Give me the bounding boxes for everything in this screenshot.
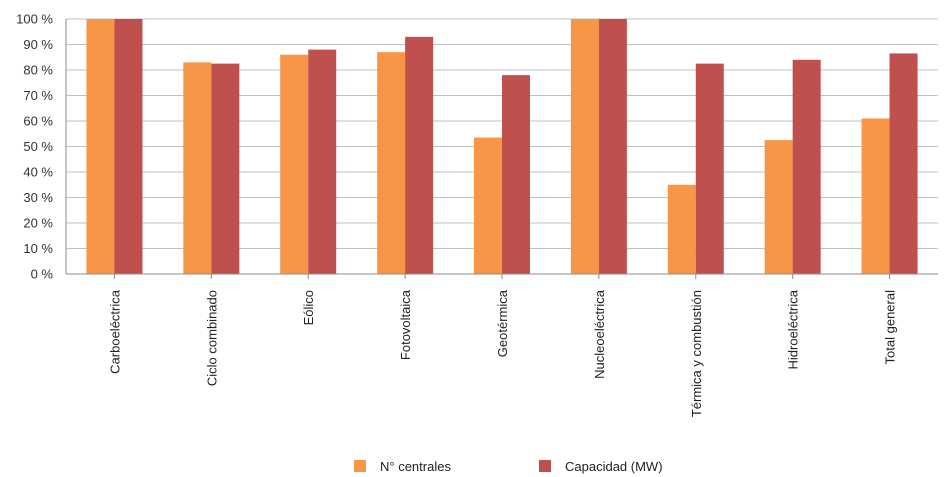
y-tick-label: 20 % (23, 216, 53, 231)
x-axis-labels: Carboeléctrica Ciclo combinado Eólico Fotov… (107, 289, 897, 417)
y-axis-ticks: 0 % 10 % 20 % 30 % 40 % 50 % 60 % 70 % 80 % 90 % 1… (16, 12, 53, 282)
y-tick-label: 80 % (23, 63, 53, 78)
bar (792, 59, 821, 274)
bar (405, 36, 434, 274)
y-tick-label: 90 % (23, 37, 53, 52)
y-tick-label: 60 % (23, 114, 53, 129)
bar (889, 53, 918, 274)
bar (377, 52, 406, 275)
bar (764, 140, 793, 274)
y-tick-label: 0 % (31, 267, 54, 282)
bar (474, 137, 502, 274)
legend-swatch (539, 460, 551, 472)
y-tick-label: 30 % (23, 190, 53, 205)
x-tick-label: Carboeléctrica (107, 289, 122, 374)
x-tick-label: Fotovoltaica (398, 289, 413, 360)
bars (86, 19, 918, 275)
x-tick-label: Total general (883, 290, 898, 365)
bar (86, 19, 115, 274)
y-tick-label: 50 % (23, 139, 53, 154)
legend-swatch (354, 460, 366, 472)
bar (502, 75, 530, 274)
bar (667, 184, 696, 274)
bar (598, 19, 627, 274)
bar (114, 19, 143, 274)
bar (695, 63, 724, 274)
bar (861, 118, 890, 274)
bar (211, 63, 240, 274)
y-tick-label: 40 % (23, 165, 53, 180)
legend-label: Capacidad (MW) (565, 459, 663, 474)
legend-label: N° centrales (380, 459, 451, 474)
y-tick-label: 70 % (23, 88, 53, 103)
bar (570, 19, 599, 274)
x-tick-label: Nucleoeléctrica (592, 289, 607, 379)
y-tick-label: 10 % (23, 241, 53, 256)
bar (183, 62, 212, 274)
x-tick-label: Hidroeléctrica (786, 289, 801, 369)
legend: N° centrales Capacidad (MW) (354, 459, 663, 474)
bar (308, 49, 337, 274)
x-tick-label: Eólico (301, 290, 316, 325)
y-tick-label: 100 % (16, 12, 53, 27)
x-tick-label: Térmica y combustión (689, 290, 704, 417)
bar (280, 54, 309, 275)
x-tick-label: Geotérmica (495, 289, 510, 357)
axes (65, 19, 938, 279)
x-tick-label: Ciclo combinado (204, 290, 219, 386)
